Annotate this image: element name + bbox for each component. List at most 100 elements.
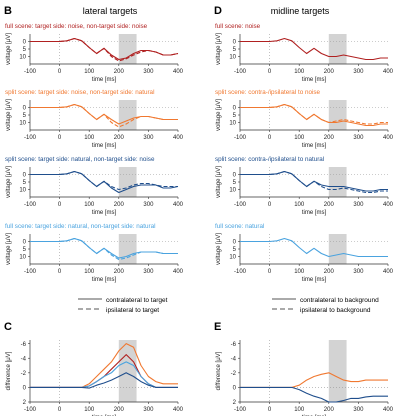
y-tick-label: 10 — [19, 121, 26, 127]
x-tick-label: 200 — [324, 407, 335, 413]
series-line-contralateral — [240, 37, 388, 61]
panel-letter-e: E — [214, 321, 221, 333]
y-tick-label: 5 — [23, 247, 27, 253]
x-tick-label: -100 — [234, 202, 247, 208]
x-axis-label: time [ms] — [92, 77, 117, 83]
x-tick-label: 200 — [324, 202, 335, 208]
panel-letter-b: B — [4, 5, 12, 17]
y-tick-label: 5 — [233, 247, 237, 253]
panel-b4: full scene: target side: natural, non-ta… — [5, 223, 184, 283]
x-tick-label: 100 — [84, 407, 95, 413]
y-tick-label: -4 — [231, 356, 237, 362]
legend-midline: contralateral to background ipsilateral … — [272, 297, 379, 314]
x-tick-label: 300 — [143, 69, 154, 75]
shaded-window — [328, 34, 347, 64]
x-tick-label: 100 — [84, 135, 95, 141]
y-tick-label: 0 — [233, 173, 237, 179]
y-tick-label: 5 — [23, 47, 27, 53]
y-axis-label: voltage [μV] — [6, 99, 12, 131]
y-tick-label: 5 — [233, 47, 237, 53]
y-tick-label: 2 — [23, 400, 27, 406]
panel-title: full scene: target side: natural, non-ta… — [5, 223, 156, 230]
y-tick-label: 5 — [23, 180, 27, 186]
x-axis-label: time [ms] — [302, 210, 327, 216]
x-tick-label: 400 — [383, 269, 394, 275]
x-tick-label: 300 — [143, 135, 154, 141]
legend-label-ipsilateral-target: ipsilateral to target — [106, 307, 159, 314]
x-axis-label: time [ms] — [92, 143, 117, 149]
shaded-window — [118, 167, 137, 197]
y-tick-label: 2 — [233, 400, 237, 406]
x-tick-label: -100 — [24, 407, 37, 413]
panel-b3: split scene: target side: natural, non-t… — [5, 156, 184, 216]
x-tick-label: -100 — [234, 407, 247, 413]
panel-title: split scene: contra-/ipsilateral to nois… — [215, 89, 320, 96]
x-tick-label: -100 — [234, 69, 247, 75]
x-tick-label: 200 — [114, 135, 125, 141]
panel-title: split scene: target side: noise, non-tar… — [5, 89, 154, 96]
shaded-window — [328, 167, 347, 197]
y-axis-label: voltage [μV] — [216, 233, 222, 265]
x-tick-label: 100 — [294, 202, 305, 208]
x-tick-label: 0 — [58, 269, 62, 275]
series-line-light_blue — [30, 361, 178, 388]
y-tick-label: -2 — [21, 371, 27, 377]
x-tick-label: 200 — [324, 69, 335, 75]
x-tick-label: 400 — [383, 407, 394, 413]
panel-b2: split scene: target side: noise, non-tar… — [5, 89, 184, 149]
shaded-window — [328, 100, 347, 130]
y-tick-label: 10 — [229, 188, 236, 194]
panel-title: split scene: contra-/ipsilateral to natu… — [215, 156, 324, 163]
x-axis-label: time [ms] — [92, 277, 117, 283]
x-tick-label: 0 — [268, 69, 272, 75]
series-line-contralateral — [30, 170, 179, 194]
y-tick-label: 10 — [19, 255, 26, 261]
x-tick-label: 400 — [173, 269, 184, 275]
y-tick-label: 0 — [23, 173, 27, 179]
series-line-contralateral — [240, 103, 388, 127]
plot-area: full scene: target side: noise, non-targ… — [5, 23, 394, 416]
legend-label-ipsilateral-background: ipsilateral to background — [300, 307, 371, 314]
panel-b1: full scene: target side: noise, non-targ… — [5, 23, 184, 83]
x-tick-label: 300 — [143, 407, 154, 413]
x-tick-label: -100 — [24, 269, 37, 275]
y-axis-label: difference [μV] — [216, 351, 222, 390]
x-tick-label: 400 — [173, 69, 184, 75]
y-tick-label: 10 — [19, 55, 26, 61]
series-line-orange — [30, 343, 178, 388]
y-tick-label: 0 — [23, 106, 27, 112]
panel-title: full scene: noise — [215, 23, 261, 30]
x-tick-label: -100 — [24, 202, 37, 208]
x-tick-label: 400 — [173, 135, 184, 141]
series-line-dark_blue — [240, 386, 388, 403]
y-tick-label: 5 — [233, 113, 237, 119]
x-tick-label: 200 — [114, 269, 125, 275]
x-tick-label: 100 — [294, 69, 305, 75]
y-axis-label: voltage [μV] — [216, 33, 222, 65]
x-tick-label: 0 — [58, 69, 62, 75]
x-tick-label: 400 — [173, 407, 184, 413]
x-tick-label: 200 — [324, 135, 335, 141]
y-axis-label: voltage [μV] — [6, 166, 12, 198]
x-axis-label: time [ms] — [92, 210, 117, 216]
y-tick-label: -2 — [231, 371, 237, 377]
legend-label-contralateral-target: contralateral to target — [106, 297, 168, 304]
y-tick-label: 10 — [229, 121, 236, 127]
panel-title: full scene: target side: noise, non-targ… — [5, 23, 148, 30]
y-axis-label: voltage [μV] — [216, 166, 222, 198]
y-tick-label: 10 — [229, 55, 236, 61]
series-line-ipsilateral — [30, 170, 178, 191]
x-tick-label: 300 — [143, 269, 154, 275]
y-tick-label: 0 — [23, 240, 27, 246]
x-tick-label: 200 — [324, 269, 335, 275]
x-tick-label: 100 — [84, 202, 95, 208]
y-axis-label: voltage [μV] — [6, 33, 12, 65]
x-tick-label: 300 — [353, 407, 364, 413]
x-tick-label: 0 — [268, 269, 272, 275]
y-tick-label: 0 — [233, 240, 237, 246]
